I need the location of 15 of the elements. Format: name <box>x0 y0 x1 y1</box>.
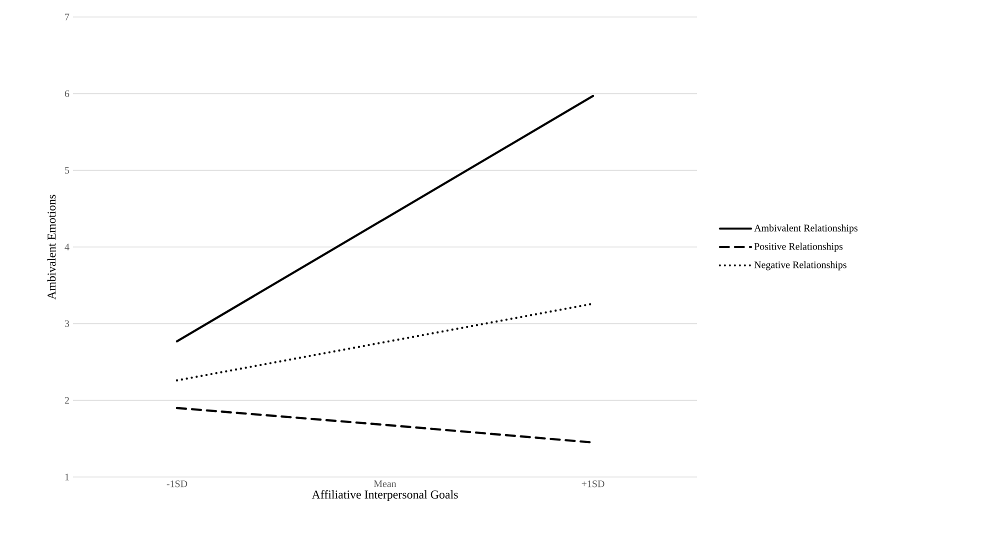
legend-label: Positive Relationships <box>754 242 843 252</box>
x-axis-title: Affiliative Interpersonal Goals <box>312 490 458 502</box>
x-tick-label: -1SD <box>166 480 188 488</box>
y-tick-label: 1 <box>65 474 69 480</box>
y-axis-title: Ambivalent Emotions <box>47 194 56 300</box>
y-tick-label: 2 <box>64 397 69 404</box>
legend-label: Negative Relationships <box>754 261 846 270</box>
legend-label: Ambivalent Relationships <box>754 224 858 234</box>
x-tick-label: Mean <box>374 480 396 488</box>
y-tick-label: 6 <box>64 90 70 98</box>
x-tick-label: +1SD <box>582 480 604 488</box>
y-tick-label: 5 <box>65 167 70 174</box>
y-tick-label: 7 <box>65 14 70 20</box>
y-tick-label: 3 <box>64 320 70 328</box>
y-tick-label: 4 <box>64 244 70 250</box>
